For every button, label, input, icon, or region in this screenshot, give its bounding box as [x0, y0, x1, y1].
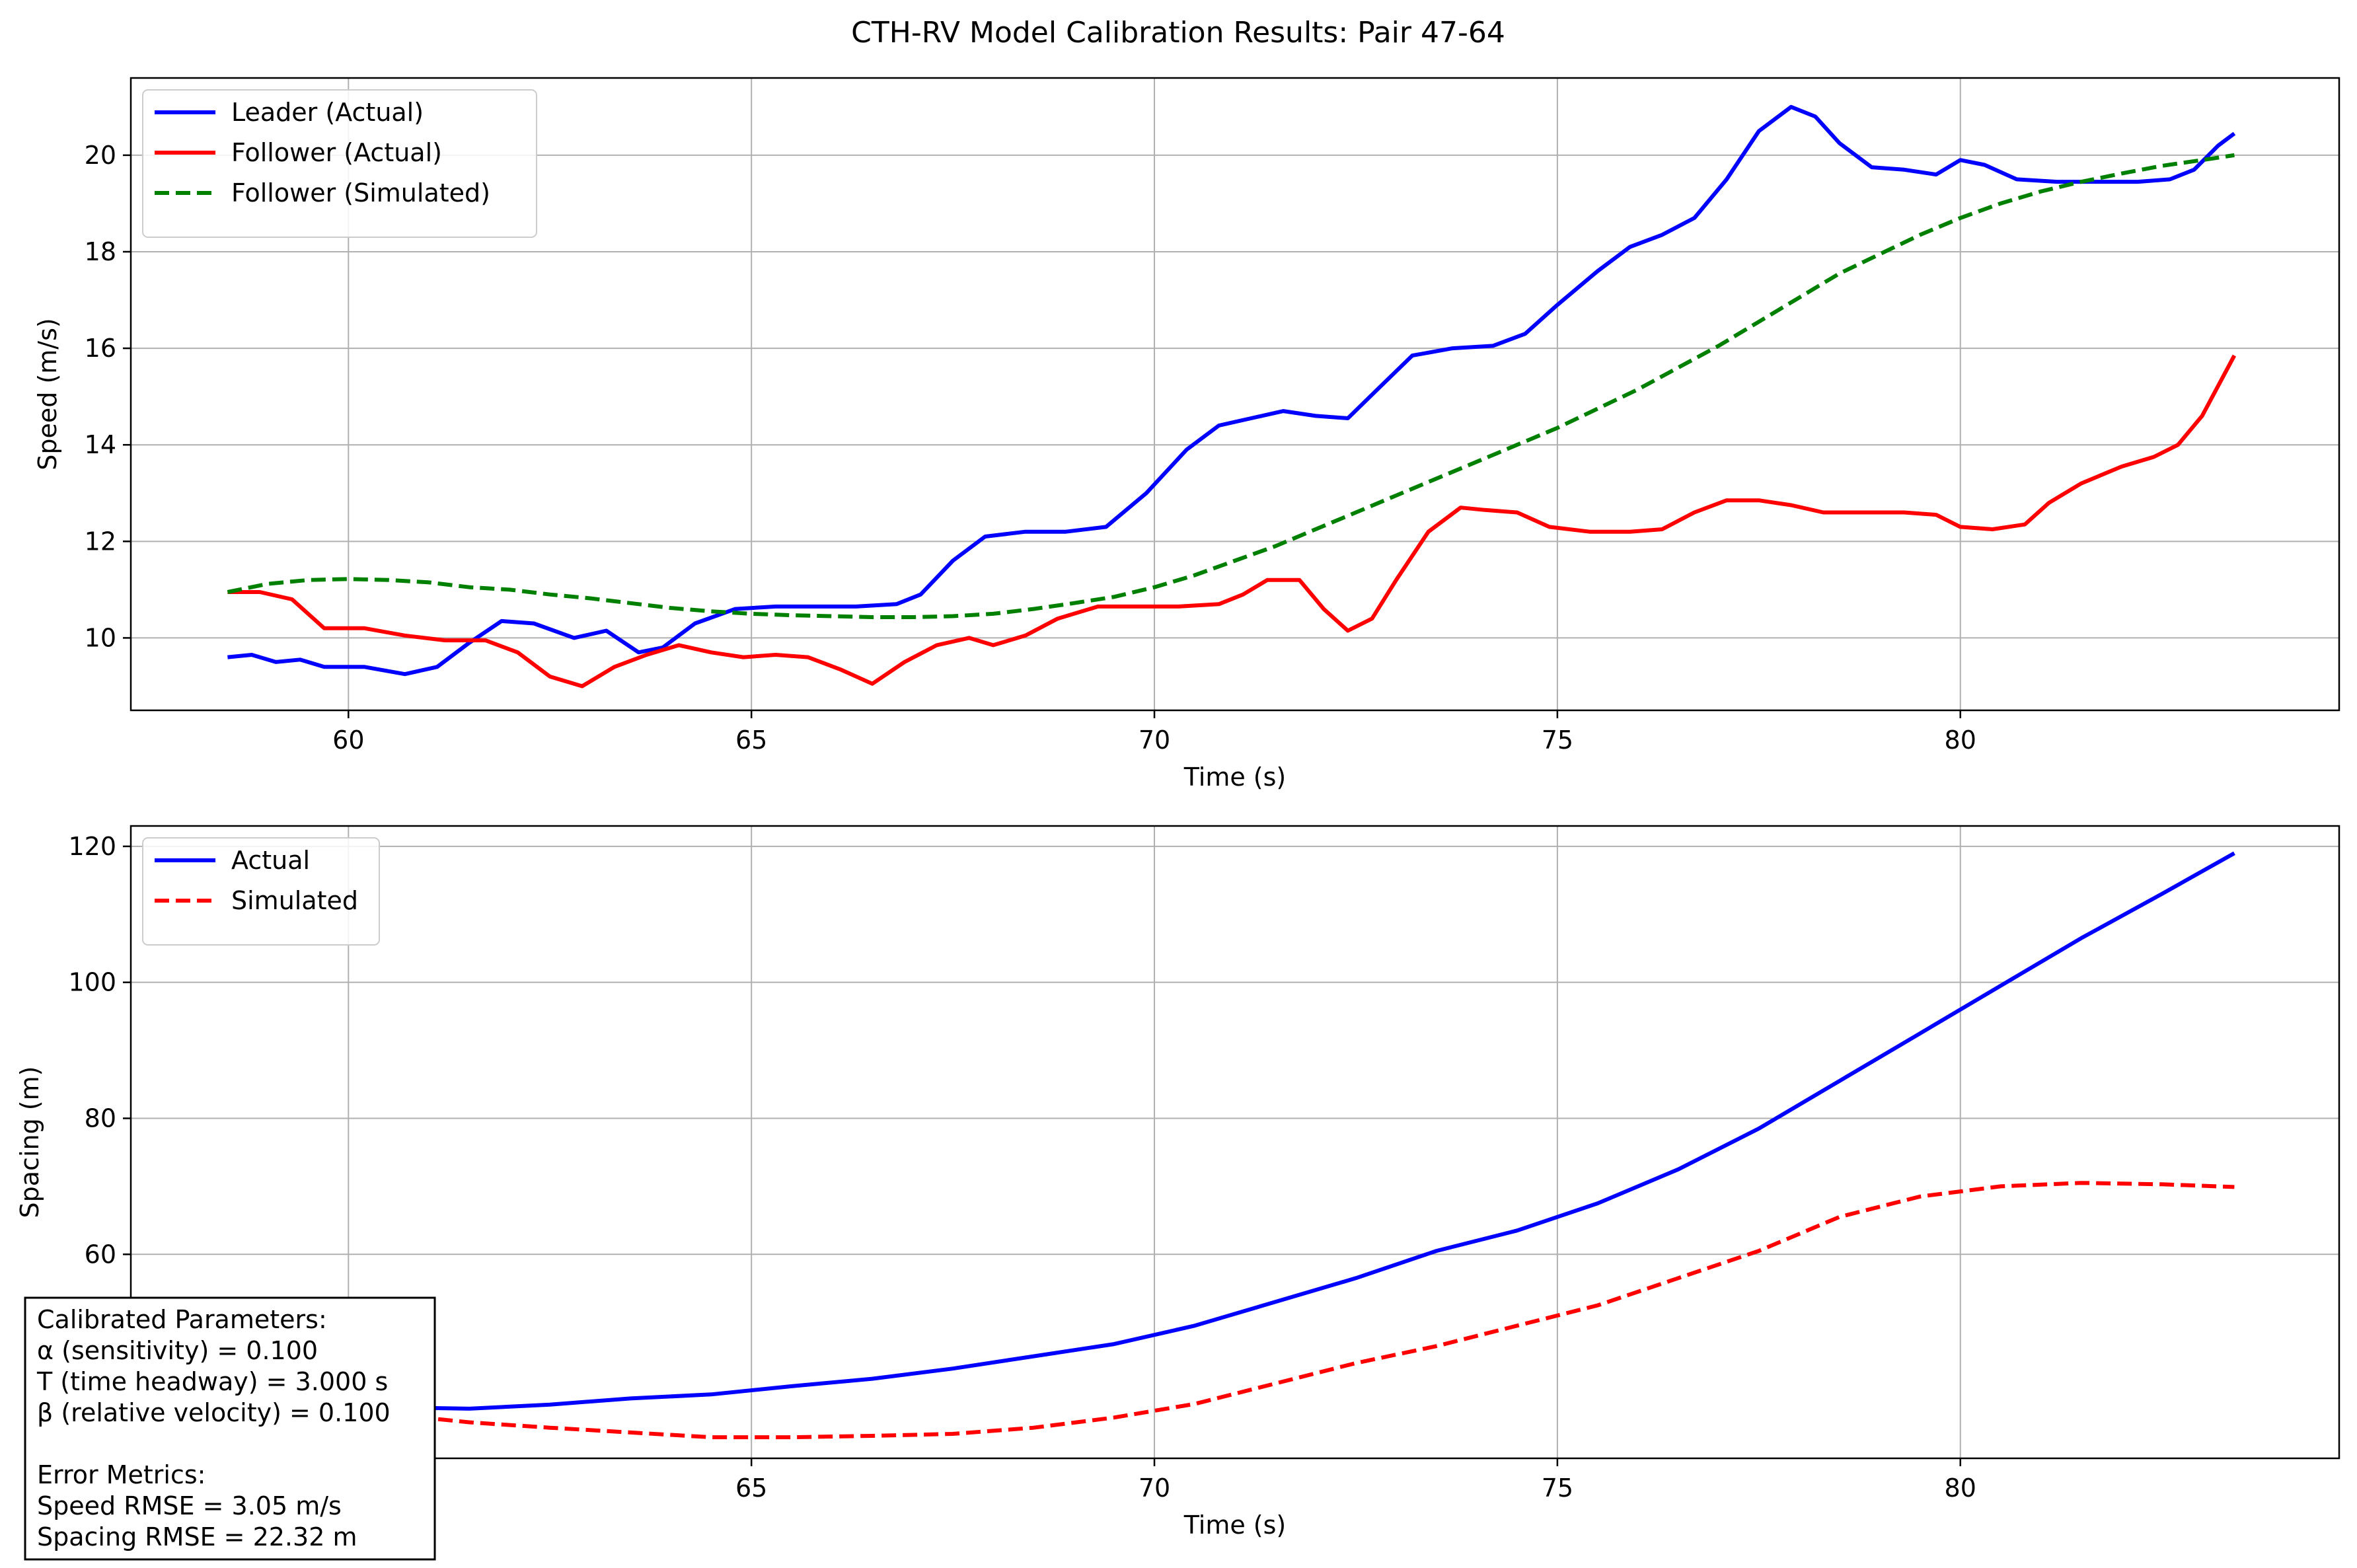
spacing-x-axis-label: Time (s): [1183, 1511, 1287, 1540]
speed-x-tick-label: 75: [1542, 726, 1573, 755]
speed-x-tick-label: 60: [332, 726, 364, 755]
speed-y-tick-label: 12: [85, 527, 116, 556]
parameters-line: Speed RMSE = 3.05 m/s: [37, 1491, 342, 1520]
spacing-y-tick-label: 100: [68, 968, 116, 997]
speed-legend-label: Leader (Actual): [231, 98, 424, 127]
spacing-x-tick-label: 80: [1945, 1474, 1976, 1503]
speed-legend: Leader (Actual) Follower (Actual) Follower…: [142, 89, 537, 238]
spacing-x-tick-label: 75: [1542, 1474, 1573, 1503]
speed-legend-label: Follower (Actual): [231, 138, 442, 167]
speed-legend-label: Follower (Simulated): [231, 178, 490, 207]
spacing-legend-label: Actual: [231, 846, 310, 875]
spacing-y-tick-label: 60: [85, 1240, 116, 1269]
speed-y-tick-label: 20: [85, 141, 116, 170]
parameters-line: Error Metrics:: [37, 1460, 206, 1489]
speed-axes-frame: [130, 77, 2340, 712]
spacing-grid: [131, 826, 2339, 1458]
parameters-line: Calibrated Parameters:: [37, 1305, 327, 1334]
spacing-legend-frame: [142, 837, 380, 946]
parameters-line: β (relative velocity) = 0.100: [37, 1398, 391, 1427]
speed-y-tick-label: 18: [85, 237, 116, 266]
speed-legend-frame: [142, 89, 537, 238]
speed-y-tick-label: 10: [85, 623, 116, 652]
spacing-y-axis-label: Spacing (m): [15, 1066, 44, 1218]
spacing-axes-frame: [130, 825, 2340, 1460]
speed-series-line-follower-actual: [227, 354, 2237, 689]
spacing-subplot: 60657075806080100120 Time (s) Spacing (m…: [15, 825, 2340, 1540]
spacing-legend: Actual Simulated: [142, 837, 380, 946]
spacing-series-line-actual: [227, 851, 2235, 1411]
spacing-y-tick-label: 120: [68, 832, 116, 861]
speed-y-tick-label: 16: [85, 334, 116, 363]
spacing-x-tick-label: 70: [1139, 1474, 1170, 1503]
parameters-line: T (time headway) = 3.000 s: [36, 1367, 388, 1396]
parameters-box-frame: [24, 1296, 436, 1561]
spacing-x-tick-label: 65: [735, 1474, 767, 1503]
parameters-line: Spacing RMSE = 22.32 m: [37, 1522, 357, 1551]
parameters-line: α (sensitivity) = 0.100: [37, 1336, 318, 1365]
speed-x-axis-label: Time (s): [1183, 763, 1287, 792]
speed-subplot: 60 65 70 75 80 10 12 14 16 18 20 Time (s) Speed (m…: [33, 77, 2340, 792]
spacing-legend-label: Simulated: [231, 886, 358, 915]
speed-series-line-leader-actual: [227, 104, 2236, 677]
speed-y-axis-label: Speed (m/s): [33, 318, 62, 470]
calibration-parameters-box: Calibrated Parameters: α (sensitivity) =…: [24, 1296, 436, 1561]
speed-x-tick-label: 80: [1945, 726, 1976, 755]
speed-x-tick-label: 70: [1139, 726, 1170, 755]
spacing-y-tick-label: 80: [85, 1103, 116, 1133]
figure-title: CTH-RV Model Calibration Results: Pair 4…: [851, 16, 1505, 50]
speed-y-tick-label: 14: [85, 430, 116, 459]
speed-series-line-follower-simulated: [227, 153, 2235, 619]
speed-ticks: 60 65 70 75 80 10 12 14 16 18 20: [85, 141, 1976, 755]
speed-series: [227, 104, 2237, 689]
spacing-series: [227, 851, 2235, 1440]
speed-x-tick-label: 65: [735, 726, 767, 755]
